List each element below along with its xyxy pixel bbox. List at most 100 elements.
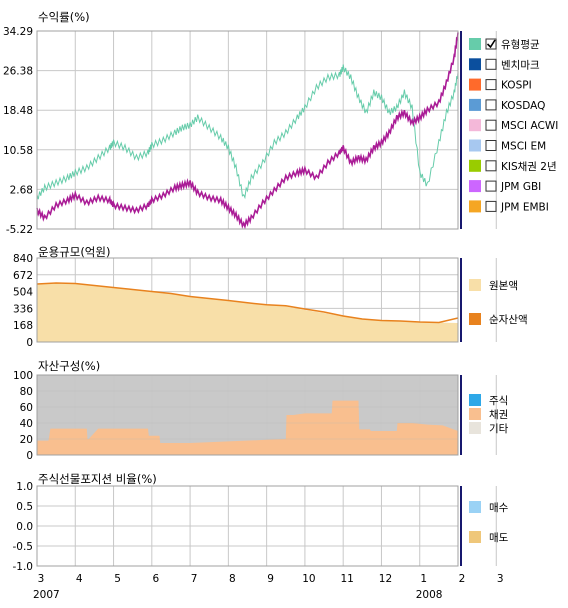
x-tick-label: 12 [379, 573, 392, 585]
legend-label: 원본액 [489, 280, 518, 292]
y-tick-label: 100 [13, 370, 33, 382]
legend-swatch [469, 98, 481, 111]
legend-label: MSCI ACWI [501, 120, 558, 132]
y-tick-label: 18.48 [3, 105, 33, 117]
y-tick-label: 168 [13, 320, 33, 332]
legend-swatch [469, 180, 481, 193]
legend-checkbox[interactable] [485, 180, 497, 192]
legend-swatch [469, 58, 481, 71]
legend-label: 순자산액 [489, 314, 528, 326]
principal-area [37, 283, 458, 342]
series-line-1 [36, 64, 459, 200]
y-tick-label: 60 [20, 402, 33, 414]
chart-title: 운용규모(억원) [38, 245, 110, 259]
plot-border [36, 30, 459, 230]
y-tick-label: 10.58 [3, 145, 33, 157]
plot-border [36, 485, 459, 567]
legend-checkbox[interactable] [485, 38, 497, 50]
legend-divider [460, 31, 462, 229]
legend-checkbox[interactable] [485, 160, 497, 172]
chart-panel-1: 수익률(%) 34.29 26.38 18.48 10.58 2.68 -5.22 유형평균벤… [3, 10, 558, 236]
x-tick-label: 1 [420, 573, 427, 585]
legend-label: 주식 [489, 395, 508, 407]
y-tick-label: 0 [26, 337, 33, 349]
y-tick-label: -5.22 [6, 224, 33, 236]
x-tick-label: 4 [76, 573, 83, 585]
legend-label: 기타 [489, 423, 509, 435]
legend-label: JPM GBI [500, 181, 541, 193]
y-tick-label: 840 [13, 253, 33, 265]
x-year-label: 2007 [33, 589, 60, 601]
legend-swatch [469, 159, 481, 172]
legend-checkbox[interactable] [485, 58, 497, 70]
x-tick-label: 11 [340, 573, 353, 585]
legend-checkbox[interactable] [485, 200, 497, 212]
legend-label: 매도 [489, 532, 509, 544]
bond-area [37, 400, 458, 455]
legend-label: 벤치마크 [501, 59, 540, 71]
y-tick-label: 20 [20, 434, 33, 446]
legend-label: 매수 [489, 502, 509, 514]
legend-divider [460, 375, 462, 455]
chart-title: 자산구성(%) [38, 359, 100, 373]
legend-swatch [469, 531, 481, 543]
legend-swatch [469, 78, 481, 91]
legend-checkbox[interactable] [485, 119, 497, 131]
legend-swatch [469, 200, 481, 213]
x-tick-label: 5 [114, 573, 121, 585]
legend-label: 채권 [489, 409, 508, 421]
legend-swatch [469, 279, 481, 291]
x-tick-label: 3 [497, 573, 504, 585]
plot-border [36, 374, 459, 456]
y-tick-label: 80 [20, 386, 33, 398]
checkmark-icon [486, 39, 496, 49]
y-tick-label: 1.0 [16, 481, 33, 493]
x-tick-label: 7 [191, 573, 198, 585]
legend-checkbox[interactable] [485, 140, 497, 151]
legend-divider [460, 258, 462, 342]
x-year-label: 2008 [416, 589, 443, 601]
x-tick-label: 2 [459, 573, 466, 585]
net-asset-line [36, 282, 459, 324]
y-tick-label: 26.38 [3, 66, 33, 78]
y-tick-label: -1.0 [13, 561, 34, 573]
legend-swatch [469, 422, 481, 434]
plot-border [36, 257, 459, 343]
y-tick-label: 40 [20, 418, 33, 430]
legend-checkbox[interactable] [485, 99, 497, 111]
legend-label: JPM EMBI [500, 201, 549, 213]
x-tick-label: 8 [229, 573, 236, 585]
legend-label: KOSPI [501, 80, 532, 92]
chart-title: 수익률(%) [38, 10, 90, 24]
legend-divider [460, 486, 462, 566]
y-tick-label: 2.68 [10, 184, 33, 196]
y-tick-label: 672 [13, 270, 33, 282]
legend-label: KOSDAQ [501, 100, 545, 112]
y-tick-label: 336 [13, 303, 33, 315]
legend-swatch [469, 313, 481, 325]
x-tick-label: 10 [302, 573, 315, 585]
legend-swatch [469, 139, 481, 152]
series-line-2 [36, 32, 459, 230]
y-tick-label: 0 [26, 450, 33, 462]
legend-swatch [469, 408, 481, 420]
legend-label: MSCI EM [501, 141, 546, 153]
legend-swatch [469, 119, 481, 132]
legend-swatch [469, 501, 481, 513]
y-tick-label: 504 [13, 287, 33, 299]
y-tick-label: 0.0 [16, 521, 33, 533]
chart-title: 주식선물포지션 비율(%) [38, 472, 157, 486]
legend-checkbox[interactable] [485, 79, 497, 91]
legend-label: 유형평균 [501, 39, 540, 51]
legend-swatch [469, 394, 481, 406]
y-tick-label: 0.5 [16, 501, 33, 513]
y-tick-label: -0.5 [13, 541, 34, 553]
legend-label: KIS채권 2년 [501, 161, 557, 173]
legend-swatch [469, 38, 481, 50]
x-tick-label: 9 [267, 573, 274, 585]
x-tick-label: 3 [38, 573, 45, 585]
